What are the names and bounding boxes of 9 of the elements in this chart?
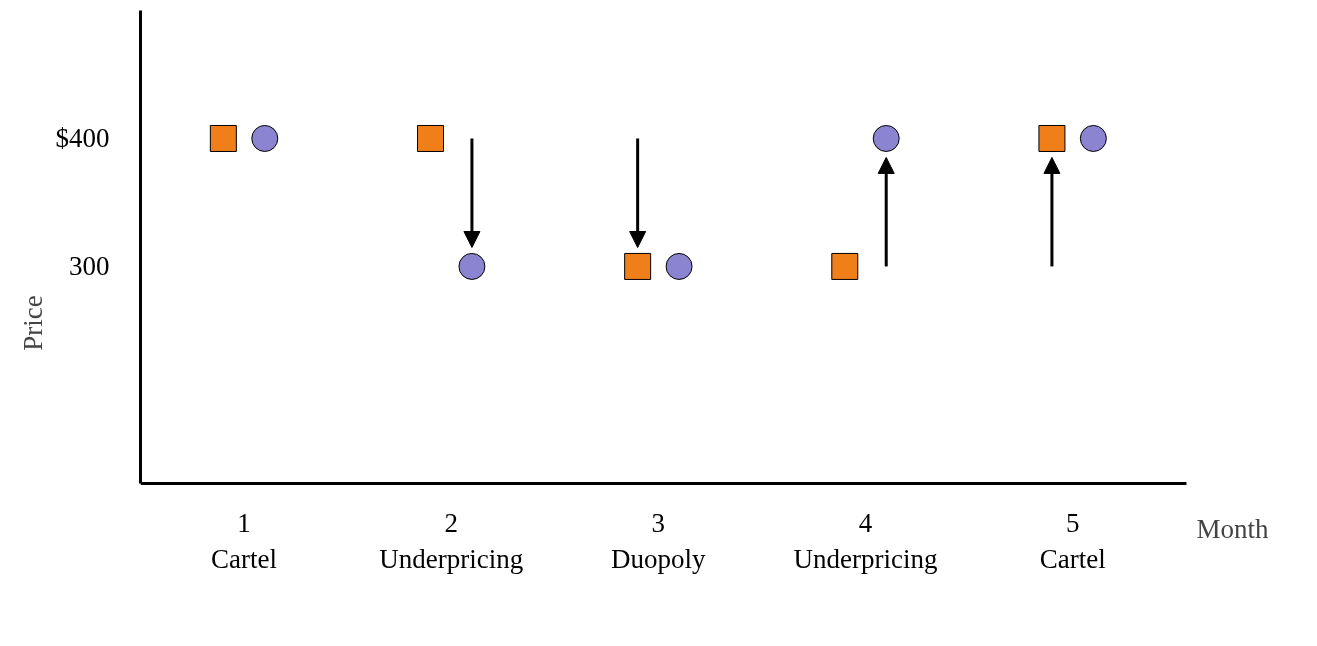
x-tick-label: 4 Underpricing — [793, 507, 938, 574]
x-axis-title: Month — [1196, 513, 1270, 544]
x-tick-label: 1 Cartel — [211, 507, 278, 574]
y-axis-title: Price — [17, 295, 48, 351]
x-tick-label: 5 Cartel — [1039, 507, 1106, 574]
x-tick-label: 3 Duopoly — [611, 507, 707, 574]
x-tick-label: 2 Underpricing — [379, 507, 524, 574]
y-tick-label: 300 — [69, 251, 110, 282]
y-tick-label: $400 — [55, 123, 110, 154]
